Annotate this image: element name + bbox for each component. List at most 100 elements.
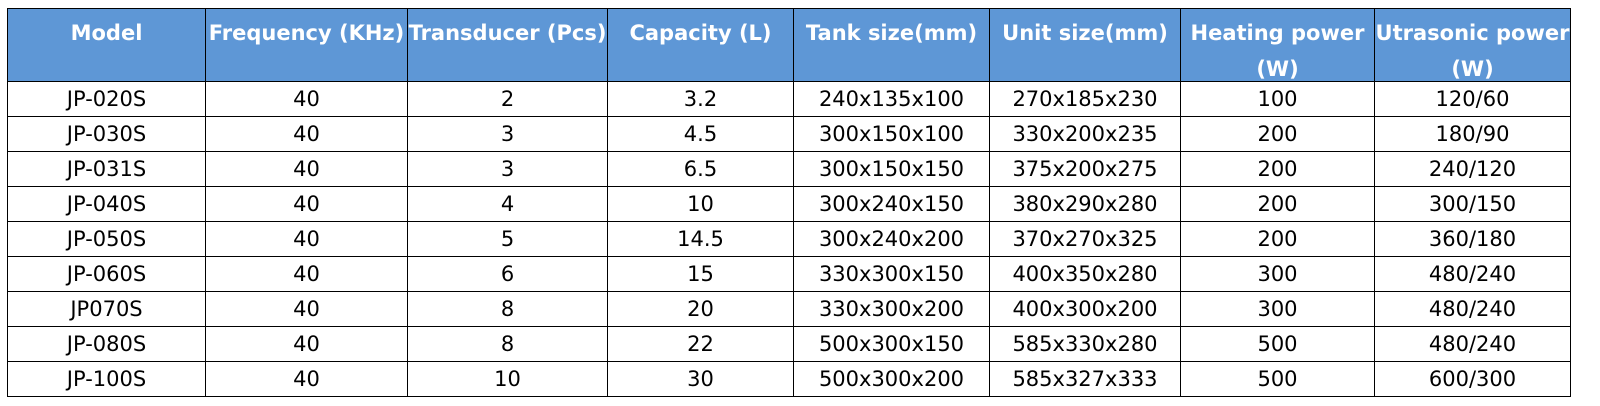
table-cell: 300 bbox=[1180, 256, 1375, 292]
table-cell: 180/90 bbox=[1374, 116, 1571, 152]
table-cell: 40 bbox=[205, 221, 408, 257]
table-cell: 40 bbox=[205, 186, 408, 222]
table-cell: JP-080S bbox=[7, 326, 206, 362]
table-cell: 200 bbox=[1180, 186, 1375, 222]
table-cell: JP-060S bbox=[7, 256, 206, 292]
table-cell: 40 bbox=[205, 256, 408, 292]
table-cell: 15 bbox=[607, 256, 794, 292]
table-cell: 400x350x280 bbox=[989, 256, 1181, 292]
table-cell: JP-031S bbox=[7, 151, 206, 187]
table-row: JP-050S 40 5 14.5 300x240x200 370x270x325 200 3… bbox=[7, 221, 1571, 257]
table-row: JP070S 40 8 20 330x300x200 400x300x200 300 480/… bbox=[7, 291, 1571, 327]
table-cell: 300x150x150 bbox=[793, 151, 990, 187]
table-cell: 3.2 bbox=[607, 81, 794, 117]
table-cell: 240/120 bbox=[1374, 151, 1571, 187]
table-cell: 10 bbox=[407, 361, 608, 397]
table-cell: JP-100S bbox=[7, 361, 206, 397]
table-cell: 400x300x200 bbox=[989, 291, 1181, 327]
table-cell: 360/180 bbox=[1374, 221, 1571, 257]
table-cell: 480/240 bbox=[1374, 326, 1571, 362]
table-cell: 5 bbox=[407, 221, 608, 257]
table-cell: 200 bbox=[1180, 221, 1375, 257]
table-cell: JP-030S bbox=[7, 116, 206, 152]
table-cell: 40 bbox=[205, 291, 408, 327]
header-cell: Transducer (Pcs) bbox=[407, 8, 608, 82]
table-row: JP-100S 40 10 30 500x300x200 585x327x333 500 60… bbox=[7, 361, 1571, 397]
table-cell: 300/150 bbox=[1374, 186, 1571, 222]
table-cell: 375x200x275 bbox=[989, 151, 1181, 187]
table-cell: 30 bbox=[607, 361, 794, 397]
table-cell: 370x270x325 bbox=[989, 221, 1181, 257]
header-cell: Frequency (KHz) bbox=[205, 8, 408, 82]
header-row: Model Frequency (KHz) Transducer (Pcs) Capa… bbox=[7, 8, 1571, 82]
table-cell: 300x150x100 bbox=[793, 116, 990, 152]
table-cell: 8 bbox=[407, 291, 608, 327]
header-cell: Heating power (W) bbox=[1180, 8, 1375, 82]
table-cell: 8 bbox=[407, 326, 608, 362]
table-row: JP-031S 40 3 6.5 300x150x150 375x200x275 200 24… bbox=[7, 151, 1571, 187]
table-cell: 6 bbox=[407, 256, 608, 292]
header-cell: Unit size(mm) bbox=[989, 8, 1181, 82]
table-cell: 500x300x200 bbox=[793, 361, 990, 397]
table-cell: 380x290x280 bbox=[989, 186, 1181, 222]
table-cell: 240x135x100 bbox=[793, 81, 990, 117]
header-cell: Model bbox=[7, 8, 206, 82]
header-text: Utrasonic power (W) bbox=[1375, 21, 1570, 81]
table-cell: 3 bbox=[407, 151, 608, 187]
header-text: Tank size(mm) bbox=[805, 21, 978, 45]
table-cell: 22 bbox=[607, 326, 794, 362]
spec-table: Model Frequency (KHz) Transducer (Pcs) Capa… bbox=[7, 8, 1571, 397]
table-cell: 40 bbox=[205, 81, 408, 117]
table-cell: 120/60 bbox=[1374, 81, 1571, 117]
header-cell: Tank size(mm) bbox=[793, 8, 990, 82]
table-cell: 40 bbox=[205, 116, 408, 152]
table-cell: 200 bbox=[1180, 116, 1375, 152]
table-cell: 300x240x150 bbox=[793, 186, 990, 222]
table-row: JP-040S 40 4 10 300x240x150 380x290x280 200 300… bbox=[7, 186, 1571, 222]
header-text: Capacity (L) bbox=[629, 21, 772, 45]
table-cell: 585x327x333 bbox=[989, 361, 1181, 397]
table-cell: 330x300x200 bbox=[793, 291, 990, 327]
table-cell: 200 bbox=[1180, 151, 1375, 187]
table-cell: 270x185x230 bbox=[989, 81, 1181, 117]
header-cell: Capacity (L) bbox=[607, 8, 794, 82]
header-text: Unit size(mm) bbox=[1002, 21, 1168, 45]
table-cell: 600/300 bbox=[1374, 361, 1571, 397]
header-text: Model bbox=[70, 21, 143, 45]
table-cell: 300 bbox=[1180, 291, 1375, 327]
header-cell: Utrasonic power (W) bbox=[1374, 8, 1571, 82]
table-cell: 500x300x150 bbox=[793, 326, 990, 362]
table-cell: JP-020S bbox=[7, 81, 206, 117]
table-cell: JP070S bbox=[7, 291, 206, 327]
table-cell: 585x330x280 bbox=[989, 326, 1181, 362]
table-cell: 480/240 bbox=[1374, 256, 1571, 292]
table-cell: 500 bbox=[1180, 361, 1375, 397]
header-text: Frequency (KHz) bbox=[208, 21, 405, 45]
table-cell: 4 bbox=[407, 186, 608, 222]
table-cell: 40 bbox=[205, 151, 408, 187]
table-cell: 4.5 bbox=[607, 116, 794, 152]
table-row: JP-020S 40 2 3.2 240x135x100 270x185x230 100 12… bbox=[7, 81, 1571, 117]
table-cell: 3 bbox=[407, 116, 608, 152]
table-row: JP-060S 40 6 15 330x300x150 400x350x280 300 480… bbox=[7, 256, 1571, 292]
table-cell: 330x200x235 bbox=[989, 116, 1181, 152]
table-cell: 500 bbox=[1180, 326, 1375, 362]
table-cell: 10 bbox=[607, 186, 794, 222]
table-cell: 20 bbox=[607, 291, 794, 327]
table-cell: JP-040S bbox=[7, 186, 206, 222]
table-cell: 6.5 bbox=[607, 151, 794, 187]
header-text: Transducer (Pcs) bbox=[408, 21, 607, 45]
table-cell: 14.5 bbox=[607, 221, 794, 257]
table-cell: 330x300x150 bbox=[793, 256, 990, 292]
header-text: Heating power (W) bbox=[1190, 21, 1365, 81]
table-cell: 40 bbox=[205, 361, 408, 397]
table-cell: 480/240 bbox=[1374, 291, 1571, 327]
table-row: JP-030S 40 3 4.5 300x150x100 330x200x235 200 18… bbox=[7, 116, 1571, 152]
table-cell: JP-050S bbox=[7, 221, 206, 257]
table-row: JP-080S 40 8 22 500x300x150 585x330x280 500 480… bbox=[7, 326, 1571, 362]
table-body: JP-020S 40 2 3.2 240x135x100 270x185x230 100 12… bbox=[7, 81, 1571, 397]
table-cell: 300x240x200 bbox=[793, 221, 990, 257]
table-cell: 100 bbox=[1180, 81, 1375, 117]
table-cell: 2 bbox=[407, 81, 608, 117]
